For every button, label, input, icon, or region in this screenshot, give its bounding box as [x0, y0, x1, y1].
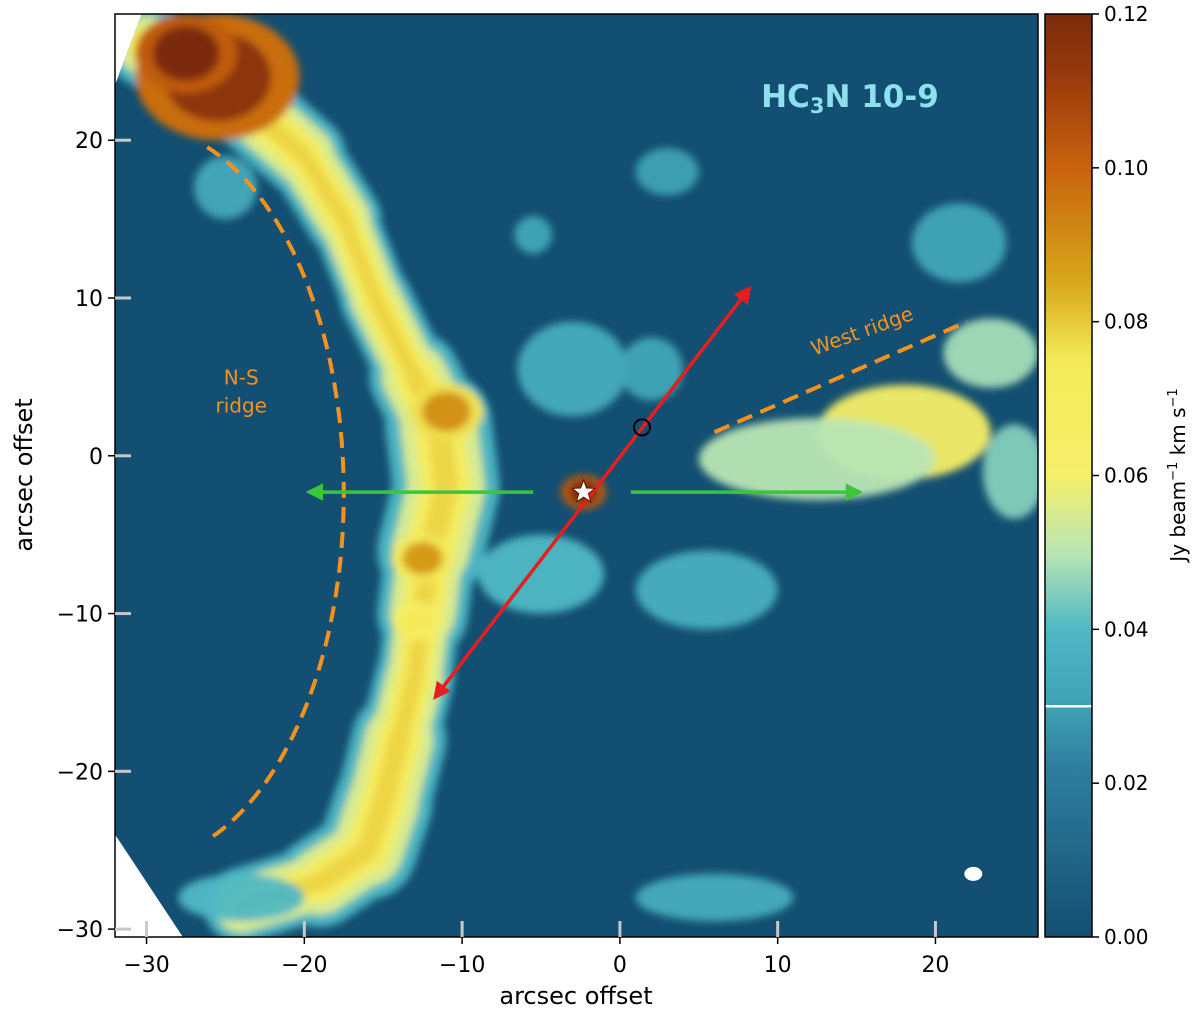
x-tick-label: −30	[123, 953, 169, 978]
y-tick-label: 20	[75, 129, 103, 154]
x-tick-label: −10	[439, 953, 485, 978]
emission-blob	[982, 424, 1038, 519]
x-tick-label: 0	[613, 953, 627, 978]
ns-ridge-label-line2: ridge	[215, 394, 266, 418]
colorbar-label: Jy beam−1 km s−1	[1166, 388, 1190, 563]
title-rest: N 10-9	[825, 79, 939, 115]
west-ridge-line	[713, 319, 968, 434]
emission-hotspot	[152, 25, 220, 82]
colorbar-label-sup1: −1	[1166, 462, 1181, 481]
colorbar-label-mid: km s	[1166, 407, 1190, 461]
x-tick-label: 20	[921, 953, 949, 978]
ridge-segment	[310, 840, 378, 892]
emission-blob	[178, 873, 305, 922]
emission-hotspot	[401, 608, 435, 635]
colorbar-ticks: 0.00 0.02 0.04 0.06 0.08 0.10 0.12	[1092, 2, 1149, 949]
emission-blob	[698, 417, 936, 500]
emission-blob	[619, 337, 683, 401]
ridge-segment	[367, 290, 423, 385]
title-main: HC	[761, 79, 810, 115]
plot-frame	[114, 13, 1039, 938]
emission-blob	[517, 321, 628, 417]
emission-blob	[193, 156, 257, 220]
emission-blob	[911, 203, 1007, 283]
emission-hotspot	[422, 391, 471, 432]
colorbar-label-sup2: −1	[1166, 388, 1181, 407]
ns-ridge-label-line1: N-S	[224, 366, 259, 390]
emission-blob	[635, 873, 794, 922]
star-marker	[570, 478, 597, 503]
colorbar-tick-label: 0.08	[1104, 310, 1149, 334]
emission-blob	[943, 318, 1038, 388]
y-tick-label: −20	[57, 760, 103, 785]
colorbar-label-main: Jy beam	[1166, 481, 1190, 564]
emission-blob	[477, 534, 605, 614]
x-tick-label: 10	[764, 953, 792, 978]
emission-blob	[635, 148, 699, 196]
outflow-arrow	[433, 285, 752, 700]
title-sub: 3	[810, 94, 825, 118]
emission-hotspot	[402, 541, 443, 575]
ridge-segment	[296, 147, 353, 228]
colorbar	[1045, 14, 1092, 937]
beam-ellipse	[964, 866, 983, 881]
colorbar-tick-label: 0.12	[1104, 2, 1149, 26]
y-axis-label: arcsec offset	[10, 398, 38, 551]
emission-map	[115, 14, 1038, 937]
emission-blob	[514, 215, 553, 254]
x-axis-label: arcsec offset	[499, 982, 652, 1010]
y-tick-label: 10	[75, 287, 103, 312]
emission-blob	[635, 550, 778, 630]
chart-title: HC3N 10-9	[761, 79, 939, 118]
colorbar-tick-label: 0.06	[1104, 464, 1149, 488]
y-tick-label: −10	[57, 603, 103, 628]
colorbar-tick-label: 0.10	[1104, 156, 1149, 180]
colorbar-tick-label: 0.00	[1104, 925, 1149, 949]
colorbar-tick-label: 0.02	[1104, 771, 1149, 795]
colorbar-tick-label: 0.04	[1104, 617, 1149, 641]
ridge-segment	[390, 667, 424, 749]
open-circle-marker	[632, 418, 651, 437]
overlay-layer	[206, 145, 983, 881]
x-tick-label: −20	[281, 953, 327, 978]
ns-ridge-arc	[206, 145, 346, 838]
x-axis: −30 −20 −10 0 10 20	[123, 921, 949, 978]
y-axis: −30 −20 −10 0 10 20	[57, 129, 131, 943]
ridge-segment	[336, 211, 383, 306]
y-tick-label: 0	[89, 445, 103, 470]
y-tick-label: −30	[57, 918, 103, 943]
